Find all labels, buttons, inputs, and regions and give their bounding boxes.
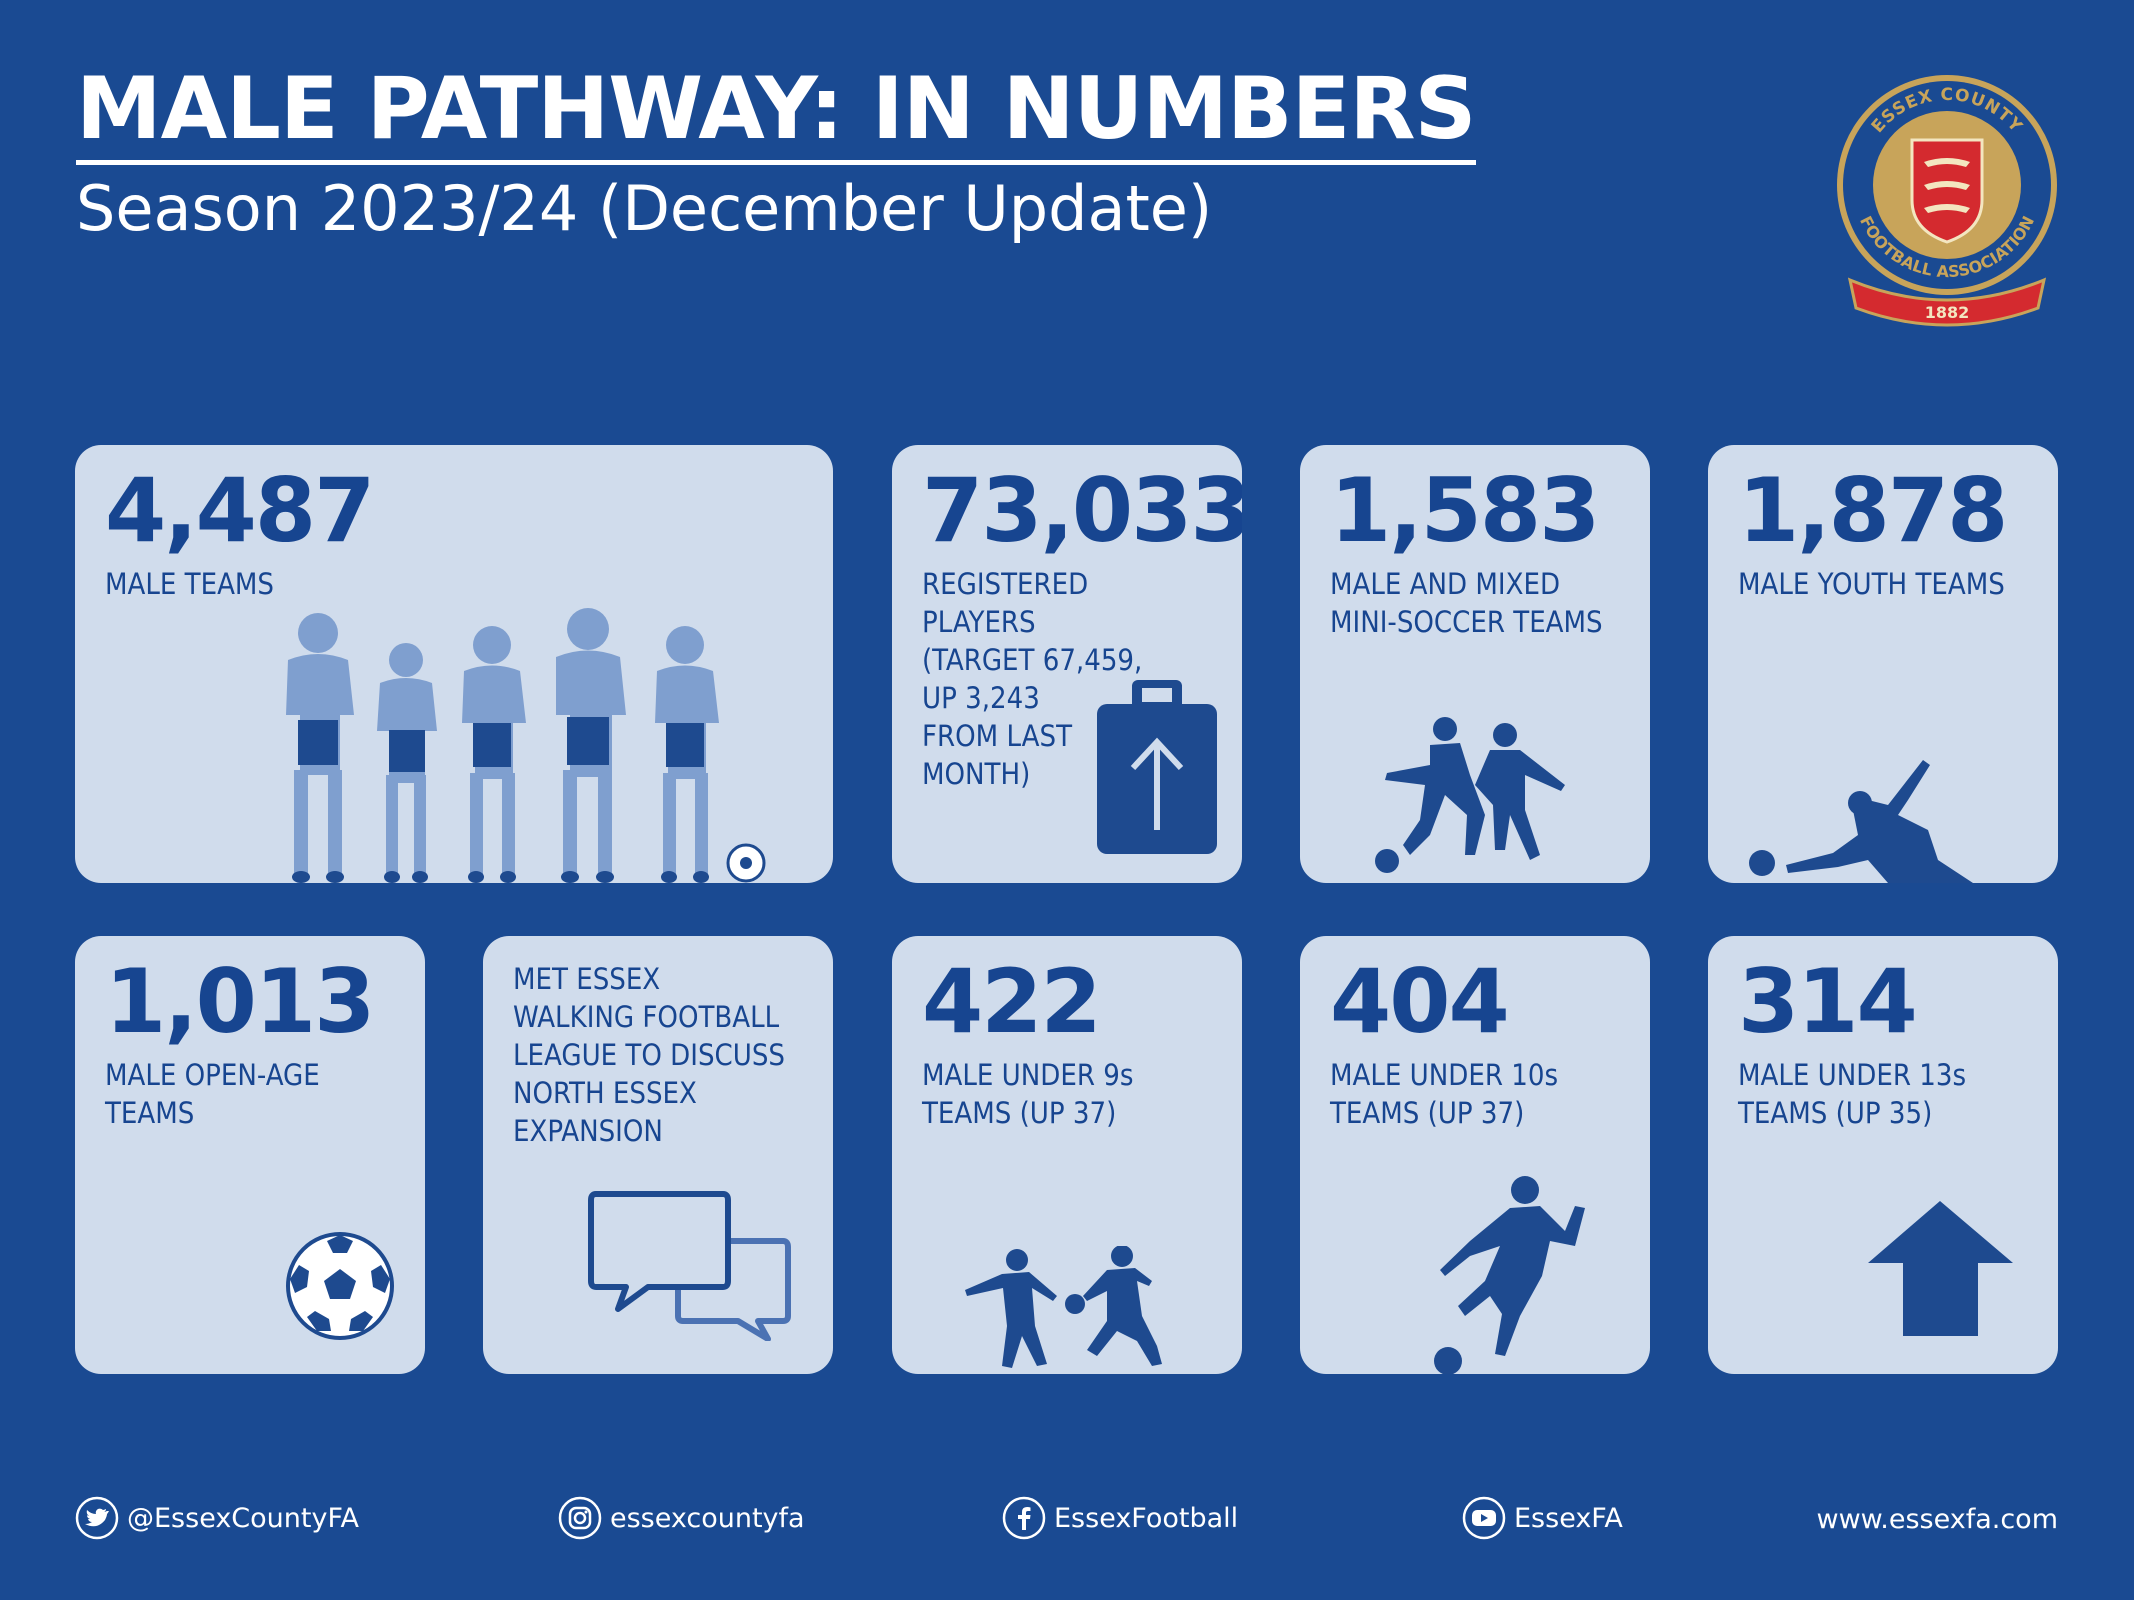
card-youth-teams: 1,878 MALE YOUTH TEAMS: [1708, 445, 2058, 883]
card-male-teams: 4,487 MALE TEAMS: [75, 445, 833, 883]
stat-label: REGISTERED PLAYERS (TARGET 67,459, UP 3,…: [922, 567, 1143, 791]
stat-label: MALE UNDER 9s TEAMS (UP 37): [922, 1058, 1134, 1130]
youtube-handle: EssexFA: [1514, 1502, 1623, 1534]
stat-number: 314: [1738, 950, 1918, 1053]
stat-label: MALE AND MIXED MINI-SOCCER TEAMS: [1330, 567, 1603, 639]
slide-tackle-icon: [1749, 760, 1973, 883]
team-lineup-icon: [286, 608, 766, 883]
logo-year: 1882: [1925, 303, 1970, 322]
stat-number: 1,878: [1738, 459, 2008, 562]
stat-number: 404: [1330, 950, 1510, 1053]
up-arrow-icon: [1868, 1201, 2013, 1336]
stat-label: MALE YOUTH TEAMS: [1738, 567, 2005, 601]
twitter-icon: [75, 1496, 119, 1540]
card-walking-football: MET ESSEX WALKING FOOTBALL LEAGUE TO DIS…: [483, 936, 833, 1374]
stat-label: MALE UNDER 13s TEAMS (UP 35): [1738, 1058, 1967, 1130]
page-title: MALE PATHWAY: IN NUMBERS: [76, 66, 1476, 165]
stat-number: 1,013: [105, 950, 375, 1053]
stat-label: MALE TEAMS: [105, 567, 274, 601]
clipboard-up-arrow-icon: [1097, 680, 1217, 854]
card-under-13s: 314 MALE UNDER 13s TEAMS (UP 35): [1708, 936, 2058, 1374]
player-kicking-icon: [1434, 1176, 1585, 1374]
instagram-handle: essexcountyfa: [610, 1502, 805, 1534]
stat-number: 1,583: [1330, 459, 1600, 562]
card-open-age: 1,013 MALE OPEN-AGE TEAMS: [75, 936, 425, 1374]
website-link[interactable]: www.essexfa.com: [1816, 1504, 2058, 1535]
stat-label: MALE OPEN-AGE TEAMS: [105, 1058, 320, 1130]
stat-label: MALE UNDER 10s TEAMS (UP 37): [1330, 1058, 1559, 1130]
page-subtitle: Season 2023/24 (December Update): [76, 172, 1213, 245]
stat-number: 4,487: [105, 459, 375, 562]
stat-number: 73,033: [922, 459, 1242, 562]
card-mini-soccer: 1,583 MALE AND MIXED MINI-SOCCER TEAMS: [1300, 445, 1650, 883]
stat-label: MET ESSEX WALKING FOOTBALL LEAGUE TO DIS…: [513, 962, 785, 1148]
footer-twitter[interactable]: @EssexCountyFA: [75, 1494, 359, 1542]
card-under-9s: 422 MALE UNDER 9s TEAMS (UP 37): [892, 936, 1242, 1374]
facebook-icon: [1002, 1496, 1046, 1540]
chat-bubbles-icon: [588, 1191, 791, 1341]
youtube-icon: [1462, 1496, 1506, 1540]
card-under-10s: 404 MALE UNDER 10s TEAMS (UP 37): [1300, 936, 1650, 1374]
football-icon: [286, 1232, 394, 1340]
twitter-handle: @EssexCountyFA: [127, 1502, 359, 1534]
footer-instagram[interactable]: essexcountyfa: [558, 1494, 805, 1542]
players-tackling-icon: [1375, 717, 1565, 873]
stat-number: 422: [922, 950, 1102, 1053]
facebook-handle: EssexFootball: [1054, 1502, 1239, 1534]
card-registered-players: 73,033 REGISTERED PLAYERS (TARGET 67,459…: [892, 445, 1242, 883]
kids-playing-icon: [965, 1246, 1162, 1368]
footer-facebook[interactable]: EssexFootball: [1002, 1494, 1238, 1542]
footer-youtube[interactable]: EssexFA: [1462, 1494, 1623, 1542]
essex-county-fa-crest-logo: ESSEX COUNTY FOOTBALL ASSOCIATION 1882: [1837, 75, 2057, 327]
instagram-icon: [558, 1496, 602, 1540]
